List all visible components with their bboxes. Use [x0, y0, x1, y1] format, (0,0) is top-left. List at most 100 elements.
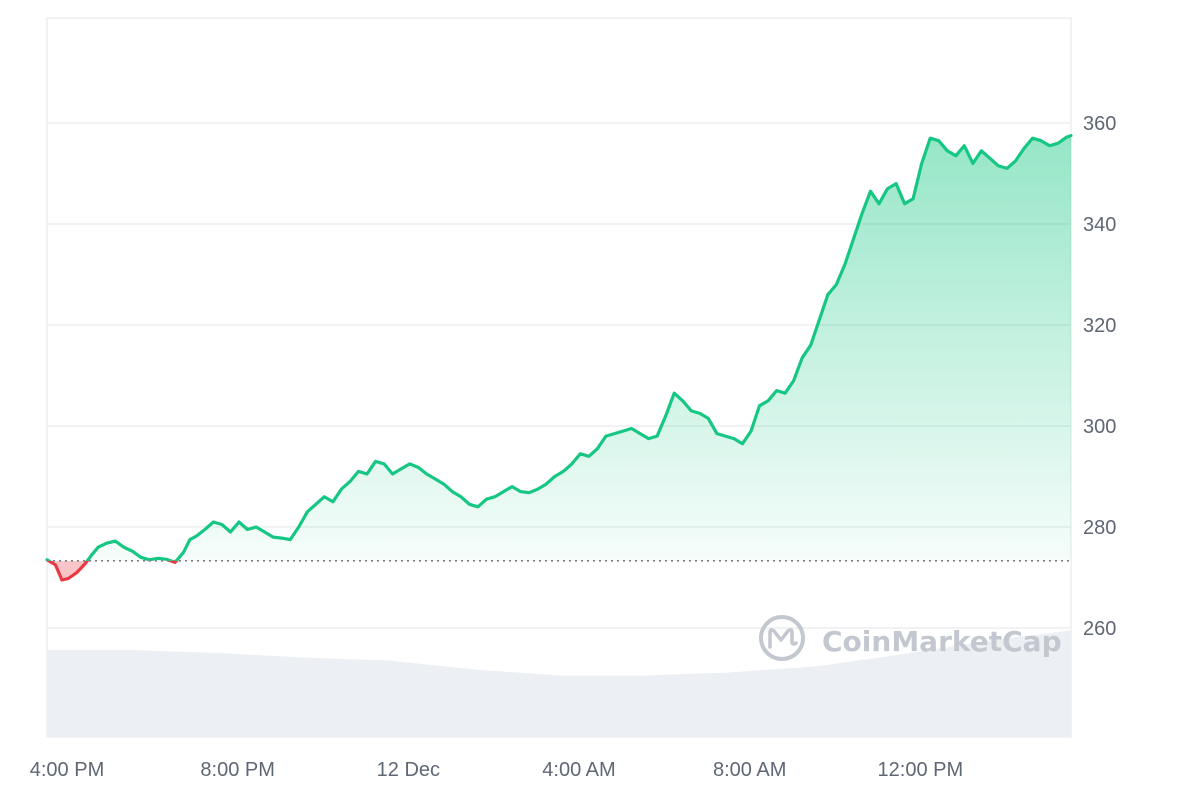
volume-bar: [652, 675, 658, 737]
volume-bar: [175, 651, 180, 737]
coinmarketcap-watermark: CoinMarketCap: [759, 615, 1062, 661]
volume-bar: [221, 653, 227, 737]
volume-bar: [716, 672, 722, 737]
price-line-up: [45, 134, 1073, 561]
volume-bar: [588, 675, 594, 737]
volume-bar: [162, 651, 167, 737]
volume-bar: [371, 659, 376, 737]
x-tick-label: 8:00 AM: [713, 759, 786, 781]
volume-bar: [883, 656, 888, 737]
volume-bar: [140, 650, 146, 737]
volume-bar: [166, 651, 172, 737]
volume-bar: [943, 647, 948, 737]
volume-bars: [47, 630, 1072, 737]
volume-bar: [640, 675, 645, 737]
volume-bar: [524, 673, 530, 737]
y-tick-label: 280: [1083, 517, 1116, 539]
volume-bar: [746, 671, 752, 737]
volume-bar: [273, 656, 278, 737]
volume-bar: [507, 672, 513, 737]
volume-bar: [516, 672, 521, 737]
volume-bar: [435, 665, 440, 737]
x-axis: 4:00 PM 8:00 PM 12 Dec 4:00 AM 8:00 AM 12:00 …: [30, 759, 963, 781]
volume-bar: [490, 670, 496, 737]
volume-bar: [354, 659, 359, 737]
volume-bar: [303, 657, 308, 737]
volume-bar: [759, 670, 765, 737]
volume-bar: [315, 658, 321, 737]
volume-bar: [332, 658, 338, 737]
volume-bar: [401, 662, 406, 737]
volume-bar: [593, 675, 598, 737]
volume-bar: [810, 666, 816, 737]
volume-bar: [204, 652, 210, 737]
volume-bar: [460, 668, 466, 737]
volume-bar: [751, 670, 756, 737]
volume-bar: [439, 666, 445, 737]
volume-bar: [102, 650, 108, 737]
volume-bar: [1015, 637, 1021, 737]
volume-bar: [721, 672, 726, 737]
y-tick-label: 360: [1083, 113, 1116, 135]
area-fill-up: [47, 135, 1071, 561]
volume-bar: [362, 659, 368, 737]
volume-bar: [627, 675, 632, 737]
volume-bar: [456, 667, 462, 737]
volume-bar: [153, 650, 159, 737]
volume-bar: [81, 650, 86, 737]
volume-bar: [1028, 635, 1033, 737]
volume-bar: [712, 673, 718, 737]
volume-bar: [119, 650, 125, 737]
volume-bar: [576, 675, 581, 737]
x-tick-label: 12 Dec: [377, 759, 440, 781]
volume-bar: [840, 662, 846, 737]
volume-bar: [917, 651, 923, 737]
volume-bar: [179, 651, 184, 737]
volume-bar: [1058, 631, 1063, 737]
volume-bar: [388, 660, 393, 737]
volume-bar: [59, 650, 65, 737]
area-fill-down: [48, 560, 177, 580]
volume-bar: [815, 666, 820, 737]
volume-bar: [819, 665, 824, 737]
volume-bar: [68, 650, 73, 737]
volume-bar: [345, 659, 351, 737]
volume-bar: [806, 666, 812, 737]
volume-bar: [614, 675, 620, 737]
volume-bar: [473, 669, 479, 737]
volume-bar: [733, 672, 739, 737]
volume-bar: [311, 657, 317, 737]
volume-bar: [674, 674, 679, 737]
volume-bar: [452, 667, 457, 737]
volume-bar: [298, 657, 304, 737]
volume-bar: [1024, 636, 1029, 737]
volume-bar: [307, 657, 312, 737]
volume-bar: [802, 667, 807, 737]
volume-bar: [977, 642, 982, 737]
volume-bar: [106, 650, 112, 737]
volume-bar: [170, 651, 176, 737]
volume-bar: [482, 670, 487, 737]
volume-bar: [367, 659, 372, 737]
volume-bar: [584, 675, 590, 737]
volume-bar: [699, 673, 705, 737]
volume-bar: [64, 650, 69, 737]
volume-bar: [861, 659, 867, 737]
volume-bar: [533, 673, 539, 737]
x-tick-label: 12:00 PM: [878, 759, 964, 781]
volume-bar: [448, 667, 453, 737]
price-area: [47, 135, 1071, 580]
volume-bar: [55, 650, 61, 737]
volume-bar: [849, 661, 854, 737]
volume-bar: [409, 662, 415, 737]
volume-bar: [426, 664, 432, 737]
volume-bar: [320, 658, 325, 737]
volume-bar: [870, 658, 876, 737]
volume-bar: [985, 640, 991, 737]
volume-bar: [358, 659, 364, 737]
volume-bar: [192, 652, 197, 737]
volume-bar: [691, 673, 696, 737]
volume-bar: [341, 658, 347, 737]
volume-bar: [797, 667, 803, 737]
